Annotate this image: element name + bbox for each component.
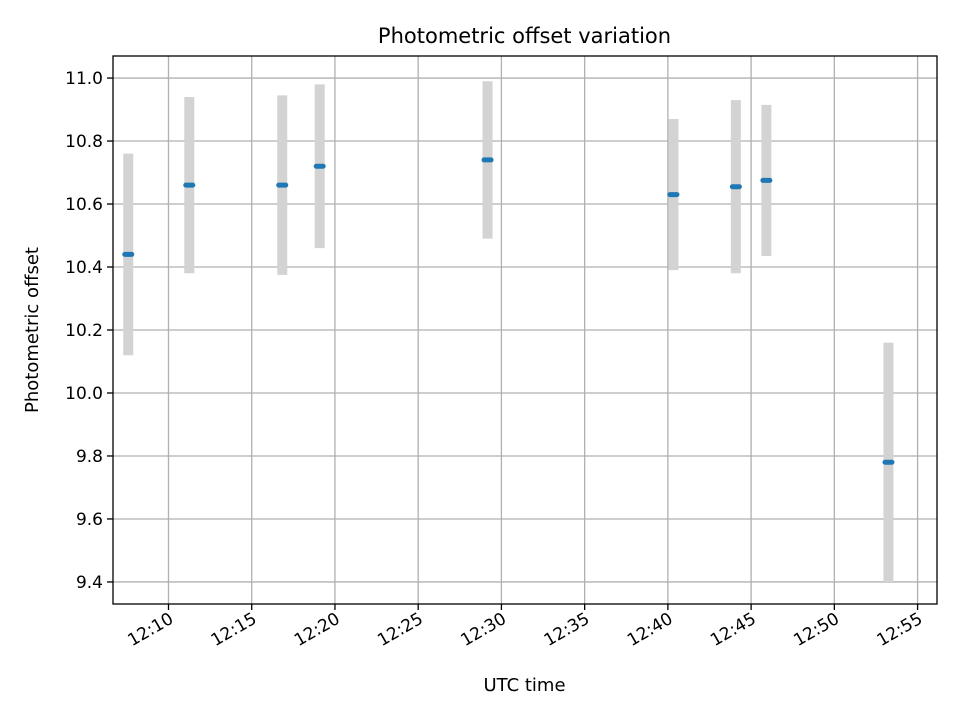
- chart-title: Photometric offset variation: [378, 24, 671, 48]
- x-tick-label: 12:25: [374, 609, 426, 651]
- y-axis-label: Photometric offset: [22, 247, 43, 413]
- x-tick-label: 12:10: [125, 609, 177, 651]
- y-tick-label: 10.0: [65, 384, 103, 404]
- y-tick-label: 11.0: [65, 69, 103, 89]
- y-tick-label: 9.4: [76, 573, 103, 593]
- y-tick-label: 10.6: [65, 195, 103, 215]
- x-tick-label: 12:45: [707, 609, 759, 651]
- data-points: [122, 157, 895, 465]
- grid: [113, 56, 937, 604]
- y-tick-label: 10.4: [65, 258, 103, 278]
- y-tick-label: 10.2: [65, 321, 103, 341]
- x-tick-label: 12:40: [624, 609, 676, 651]
- x-tick-label: 12:20: [291, 609, 343, 651]
- x-tick-label: 12:15: [208, 609, 260, 651]
- x-tick-label: 12:55: [874, 609, 926, 651]
- x-tick-label: 12:50: [790, 609, 842, 651]
- x-tick-label: 12:30: [457, 609, 509, 651]
- y-tick-label: 9.6: [76, 510, 103, 530]
- x-tick-label: 12:35: [541, 609, 593, 651]
- y-tick-label: 9.8: [76, 447, 103, 467]
- y-tick-label: 10.8: [65, 132, 103, 152]
- x-axis-label: UTC time: [483, 675, 565, 696]
- error-bars: [123, 81, 894, 582]
